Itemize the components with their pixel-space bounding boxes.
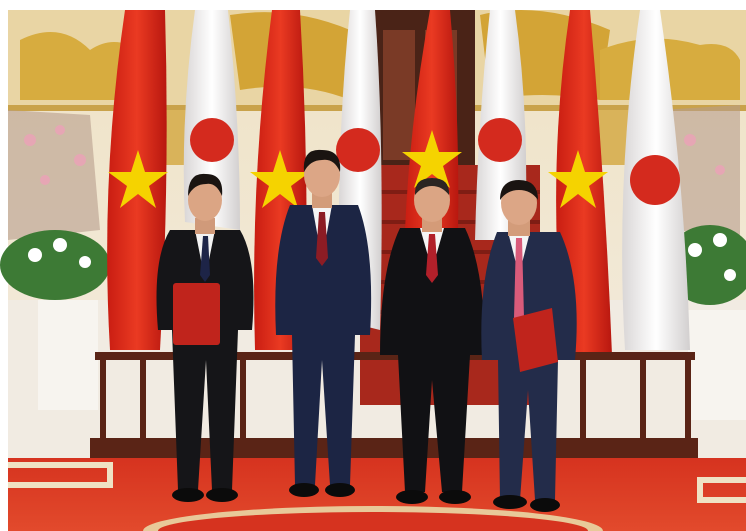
- person-part: [303, 149, 341, 172]
- person-part: [195, 218, 215, 234]
- railing-part: [240, 358, 246, 440]
- doorway-part: [383, 30, 415, 160]
- railing-part: [685, 358, 691, 440]
- floor-part: [8, 462, 113, 488]
- person-part: [289, 483, 319, 497]
- plants-part: [55, 125, 65, 135]
- person-part: [200, 236, 210, 282]
- person-part: [493, 495, 527, 509]
- plants-part: [79, 256, 91, 268]
- person-part: [172, 488, 204, 502]
- plants-part: [74, 154, 86, 166]
- person-part: [173, 283, 220, 345]
- person-part: [414, 178, 450, 195]
- flags-part: [548, 150, 608, 208]
- person-part: [316, 212, 328, 266]
- plants-part: [53, 238, 67, 252]
- person: [156, 173, 254, 502]
- plants-part: [8, 110, 100, 240]
- person: [481, 180, 577, 512]
- floor-part: [158, 512, 588, 531]
- person-part: [501, 181, 537, 225]
- plants-part: [40, 175, 50, 185]
- person-part: [426, 234, 438, 283]
- flags-part: [190, 118, 234, 162]
- person-part: [188, 179, 222, 221]
- plants-part: [715, 165, 725, 175]
- flags-part: [336, 128, 380, 172]
- person-part: [414, 178, 450, 222]
- plants-part: [724, 269, 736, 281]
- person-part: [513, 308, 558, 372]
- person-part: [188, 173, 223, 196]
- plants-part: [38, 300, 98, 410]
- person-part: [530, 498, 560, 512]
- plants-part: [28, 248, 42, 262]
- plants-part: [713, 233, 727, 247]
- flags-part: [108, 150, 168, 208]
- flags-part: [402, 130, 462, 188]
- person-part: [275, 205, 372, 485]
- railing-part: [95, 352, 695, 360]
- person-part: [396, 490, 428, 504]
- railing-part: [640, 358, 646, 440]
- plants-part: [688, 310, 746, 420]
- person-part: [304, 153, 340, 197]
- plants: [0, 105, 746, 420]
- plants-part: [684, 134, 696, 146]
- person: [275, 149, 372, 497]
- flags-part: [630, 155, 680, 205]
- floor: [8, 458, 746, 531]
- person: [380, 178, 485, 504]
- floor-part: [697, 477, 746, 503]
- railing-part: [100, 358, 106, 440]
- flags-part: [250, 150, 310, 208]
- plants-part: [688, 243, 702, 257]
- person-part: [514, 238, 524, 328]
- person-part: [380, 228, 485, 492]
- person-part: [439, 490, 471, 504]
- person-part: [325, 483, 355, 497]
- person-part: [500, 180, 538, 200]
- person-part: [206, 488, 238, 502]
- railing-part: [580, 358, 586, 440]
- plants-part: [24, 134, 36, 146]
- railing-part: [140, 358, 146, 440]
- plants-part: [0, 230, 110, 300]
- flags-part: [478, 118, 522, 162]
